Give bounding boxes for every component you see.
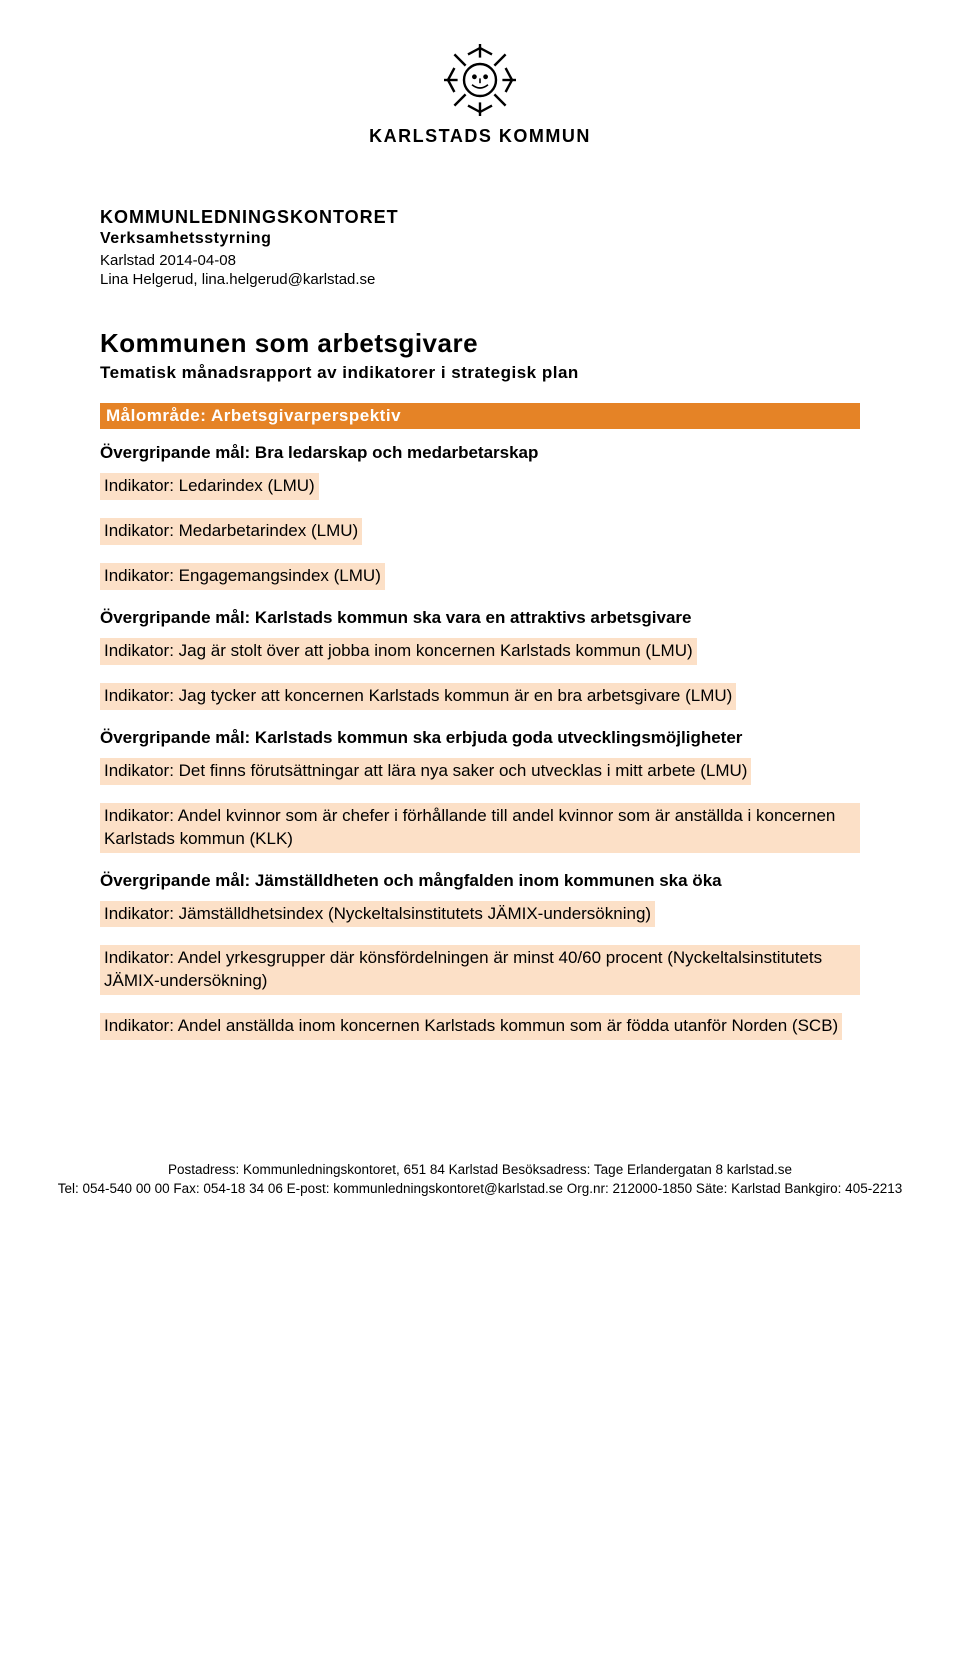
document-title: Kommunen som arbetsgivare	[100, 328, 860, 359]
indicator-row: Indikator: Jag är stolt över att jobba i…	[100, 638, 697, 665]
document-page: KARLSTADS KOMMUN KOMMUNLEDNINGSKONTORET …	[0, 0, 960, 1181]
footer: Postadress: Kommunledningskontoret, 651 …	[100, 1160, 860, 1180]
author-line: Lina Helgerud, lina.helgerud@karlstad.se	[100, 271, 860, 288]
indicator-row: Indikator: Medarbetarindex (LMU)	[100, 518, 362, 545]
subdepartment-heading: Verksamhetsstyrning	[100, 230, 860, 248]
indicator-row: Indikator: Andel anställda inom koncerne…	[100, 1013, 842, 1040]
logo-text: KARLSTADS KOMMUN	[100, 126, 860, 147]
indicator-row: Indikator: Ledarindex (LMU)	[100, 473, 319, 500]
goal-heading: Övergripande mål: Jämställdheten och mån…	[100, 871, 860, 891]
document-subtitle: Tematisk månadsrapport av indikatorer i …	[100, 363, 860, 383]
sun-logo-icon	[440, 40, 520, 120]
indicator-row: Indikator: Jämställdhetsindex (Nyckeltal…	[100, 901, 655, 928]
date-line: Karlstad 2014-04-08	[100, 252, 860, 269]
department-heading: KOMMUNLEDNINGSKONTORET	[100, 207, 860, 228]
logo-block: KARLSTADS KOMMUN	[100, 40, 860, 147]
indicator-row: Indikator: Det finns förutsättningar att…	[100, 758, 751, 785]
goal-heading: Övergripande mål: Karlstads kommun ska v…	[100, 608, 860, 628]
indicator-row: Indikator: Jag tycker att koncernen Karl…	[100, 683, 736, 710]
indicator-row: Indikator: Engagemangsindex (LMU)	[100, 563, 385, 590]
goal-heading: Övergripande mål: Bra ledarskap och meda…	[100, 443, 860, 463]
sections-container: Övergripande mål: Bra ledarskap och meda…	[100, 443, 860, 1040]
footer-line-1: Postadress: Kommunledningskontoret, 651 …	[100, 1160, 860, 1180]
goal-heading: Övergripande mål: Karlstads kommun ska e…	[100, 728, 860, 748]
area-bar: Målområde: Arbetsgivarperspektiv	[100, 403, 860, 429]
indicator-row: Indikator: Andel kvinnor som är chefer i…	[100, 803, 860, 853]
footer-line-2: Tel: 054-540 00 00 Fax: 054-18 34 06 E-p…	[0, 1181, 960, 1196]
indicator-row: Indikator: Andel yrkesgrupper där könsfö…	[100, 945, 860, 995]
